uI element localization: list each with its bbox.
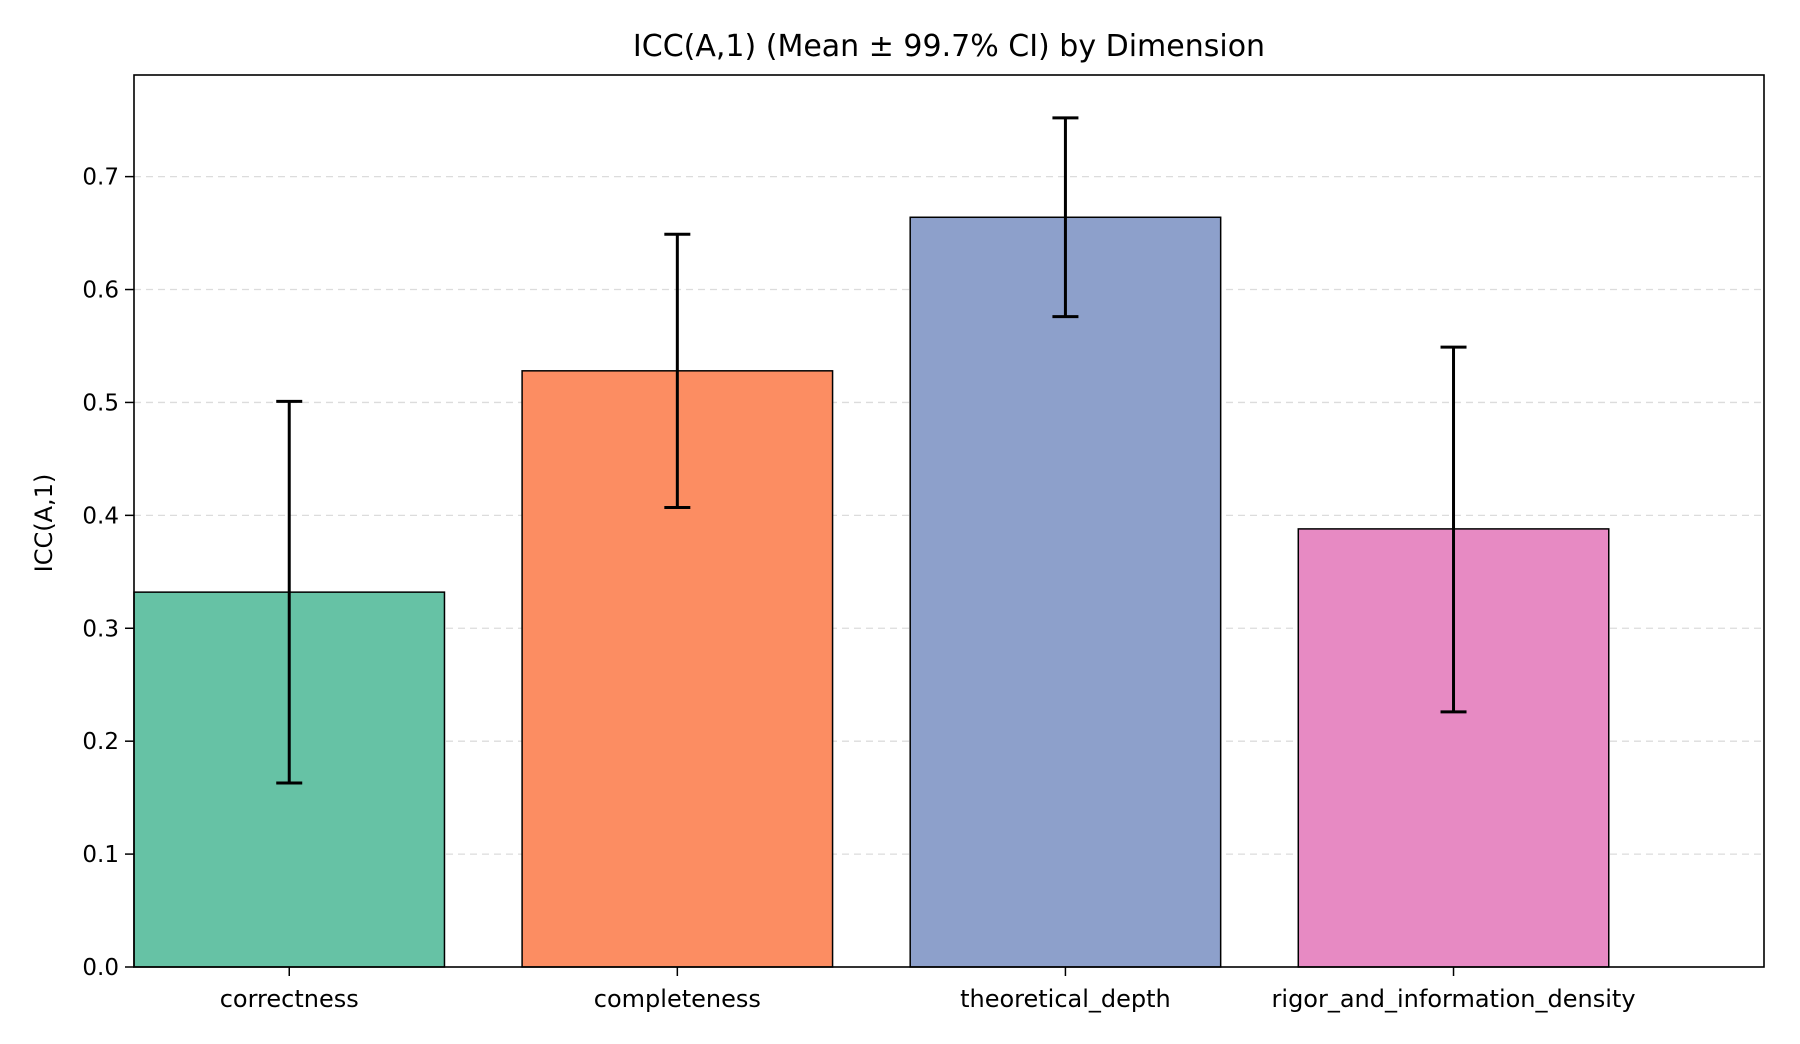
- y-tick-label: 0.1: [82, 842, 119, 868]
- x-tick-label-completeness: completeness: [594, 985, 761, 1013]
- y-tick-label: 0.5: [82, 390, 119, 416]
- chart-title: ICC(A,1) (Mean ± 99.7% CI) by Dimension: [633, 29, 1265, 64]
- x-tick-label-theoretical_depth: theoretical_depth: [960, 985, 1171, 1013]
- y-tick-label: 0.4: [82, 503, 119, 529]
- y-tick-label: 0.3: [82, 616, 119, 642]
- bar-theoretical_depth: [909, 216, 1222, 968]
- x-tick-label-rigor_and_information_density: rigor_and_information_density: [1272, 985, 1636, 1013]
- y-tick-label: 0.6: [82, 278, 119, 304]
- x-tick-label-correctness: correctness: [220, 985, 359, 1013]
- plot-frame: [133, 74, 1765, 968]
- axes: 0.0 0.1 0.2 0.3 0.4 0.5 0.6 0.7 correctness compl…: [82, 74, 1765, 1013]
- y-axis-label: ICC(A,1): [30, 474, 58, 573]
- y-tick-label: 0.7: [82, 165, 119, 191]
- error-bars: [276, 116, 1467, 785]
- y-tick-label: 0.2: [82, 729, 119, 755]
- y-tick-label: 0.0: [82, 955, 119, 981]
